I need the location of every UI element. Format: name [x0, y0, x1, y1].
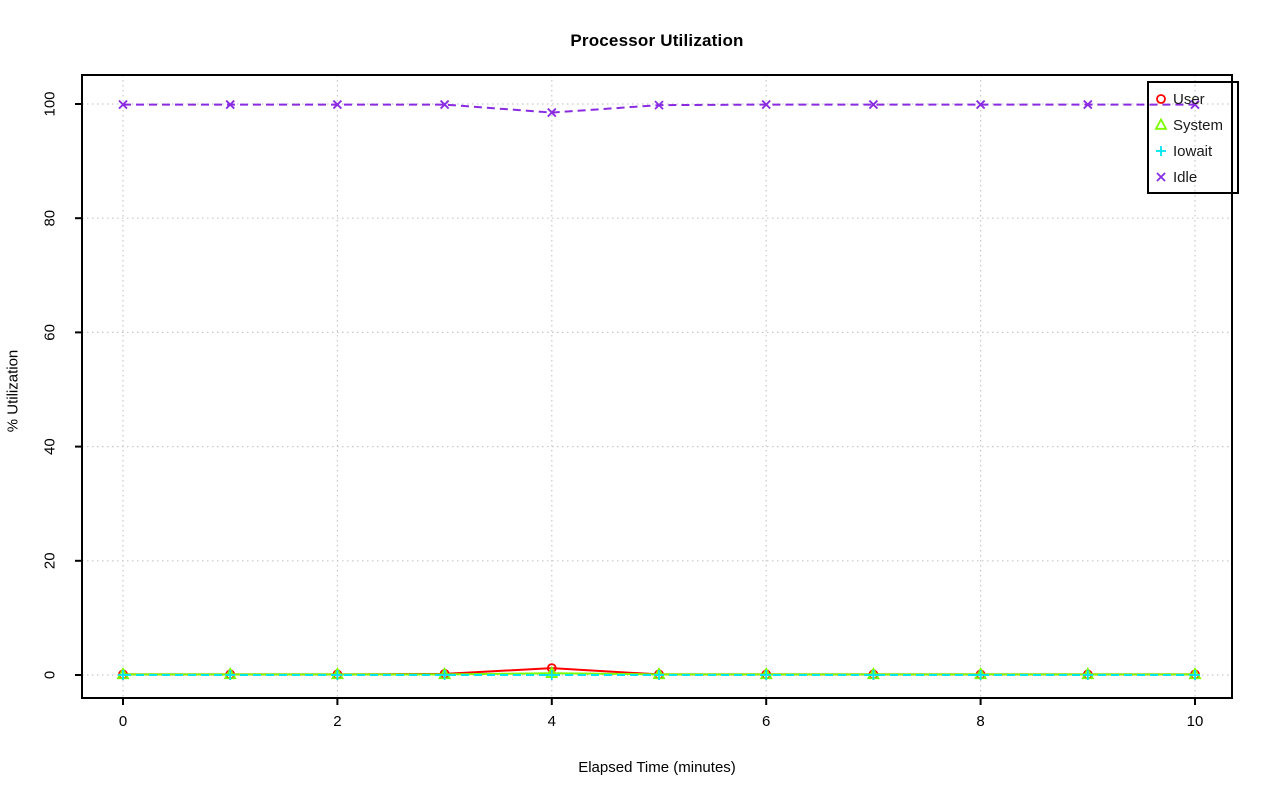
plus-marker-icon	[868, 670, 879, 680]
y-tick-label: 40	[42, 438, 59, 455]
y-tick-label: 80	[42, 210, 59, 227]
legend-label-idle: Idle	[1173, 168, 1198, 186]
legend-item-user: User	[1149, 86, 1237, 112]
y-tick-label: 100	[42, 91, 59, 116]
x-axis-title: Elapsed Time (minutes)	[578, 759, 736, 776]
idle-x-marker-icon	[1156, 172, 1166, 182]
system-triangle-marker-icon	[1154, 117, 1168, 130]
x-tick-label: 10	[1187, 713, 1204, 730]
plus-marker-icon	[118, 670, 128, 680]
legend-label-system: System	[1173, 116, 1224, 134]
legend-item-idle: Idle	[1149, 164, 1237, 190]
triangle-marker-icon	[1154, 117, 1168, 130]
legend-label-user: User	[1173, 90, 1205, 108]
y-tick-label: 60	[42, 324, 59, 341]
x-marker-icon	[975, 99, 986, 110]
x-tick-label: 0	[119, 713, 127, 730]
plus-marker-icon	[225, 670, 236, 680]
x-marker-icon	[118, 99, 128, 110]
y-tick-label: 0	[42, 671, 59, 679]
x-marker-icon	[761, 99, 771, 110]
chart-title: Processor Utilization	[570, 31, 744, 50]
legend-item-iowait: Iowait	[1149, 138, 1237, 164]
plus-marker-icon	[761, 670, 772, 680]
plus-marker-icon	[546, 670, 557, 680]
x-marker-icon	[225, 99, 235, 110]
y-tick-label: 20	[42, 552, 59, 569]
legend-label-iowait: Iowait	[1173, 142, 1213, 160]
series-iowait	[118, 670, 1200, 680]
x-tick-label: 2	[333, 713, 341, 730]
y-axis-title: % Utilization	[4, 349, 22, 433]
iowait-plus-marker-icon	[1156, 146, 1166, 156]
x-tick-label: 4	[548, 713, 556, 730]
plus-marker-icon	[1156, 146, 1166, 156]
x-marker-icon	[547, 107, 557, 118]
circle-marker-icon	[1156, 94, 1166, 104]
x-marker-icon	[1083, 99, 1093, 110]
plus-marker-icon	[1190, 670, 1200, 680]
plus-marker-icon	[332, 670, 343, 680]
plus-marker-icon	[439, 670, 450, 680]
x-tick-label: 6	[762, 713, 770, 730]
x-tick-label: 8	[976, 713, 984, 730]
plus-marker-icon	[1082, 670, 1093, 680]
plot-box	[81, 74, 1233, 699]
user-circle-marker-icon	[1156, 94, 1166, 104]
plus-marker-icon	[975, 670, 986, 680]
x-marker-icon	[439, 99, 450, 110]
x-marker-icon	[332, 99, 343, 110]
x-marker-icon	[868, 99, 879, 110]
plus-marker-icon	[654, 670, 664, 680]
x-marker-icon	[1190, 99, 1200, 110]
legend-item-system: System	[1149, 112, 1237, 138]
x-marker-icon	[654, 100, 664, 110]
legend: User System Iowait Idle	[1147, 81, 1239, 194]
gridlines	[82, 75, 1232, 698]
series-idle	[118, 99, 1200, 118]
x-marker-icon	[1156, 172, 1166, 182]
